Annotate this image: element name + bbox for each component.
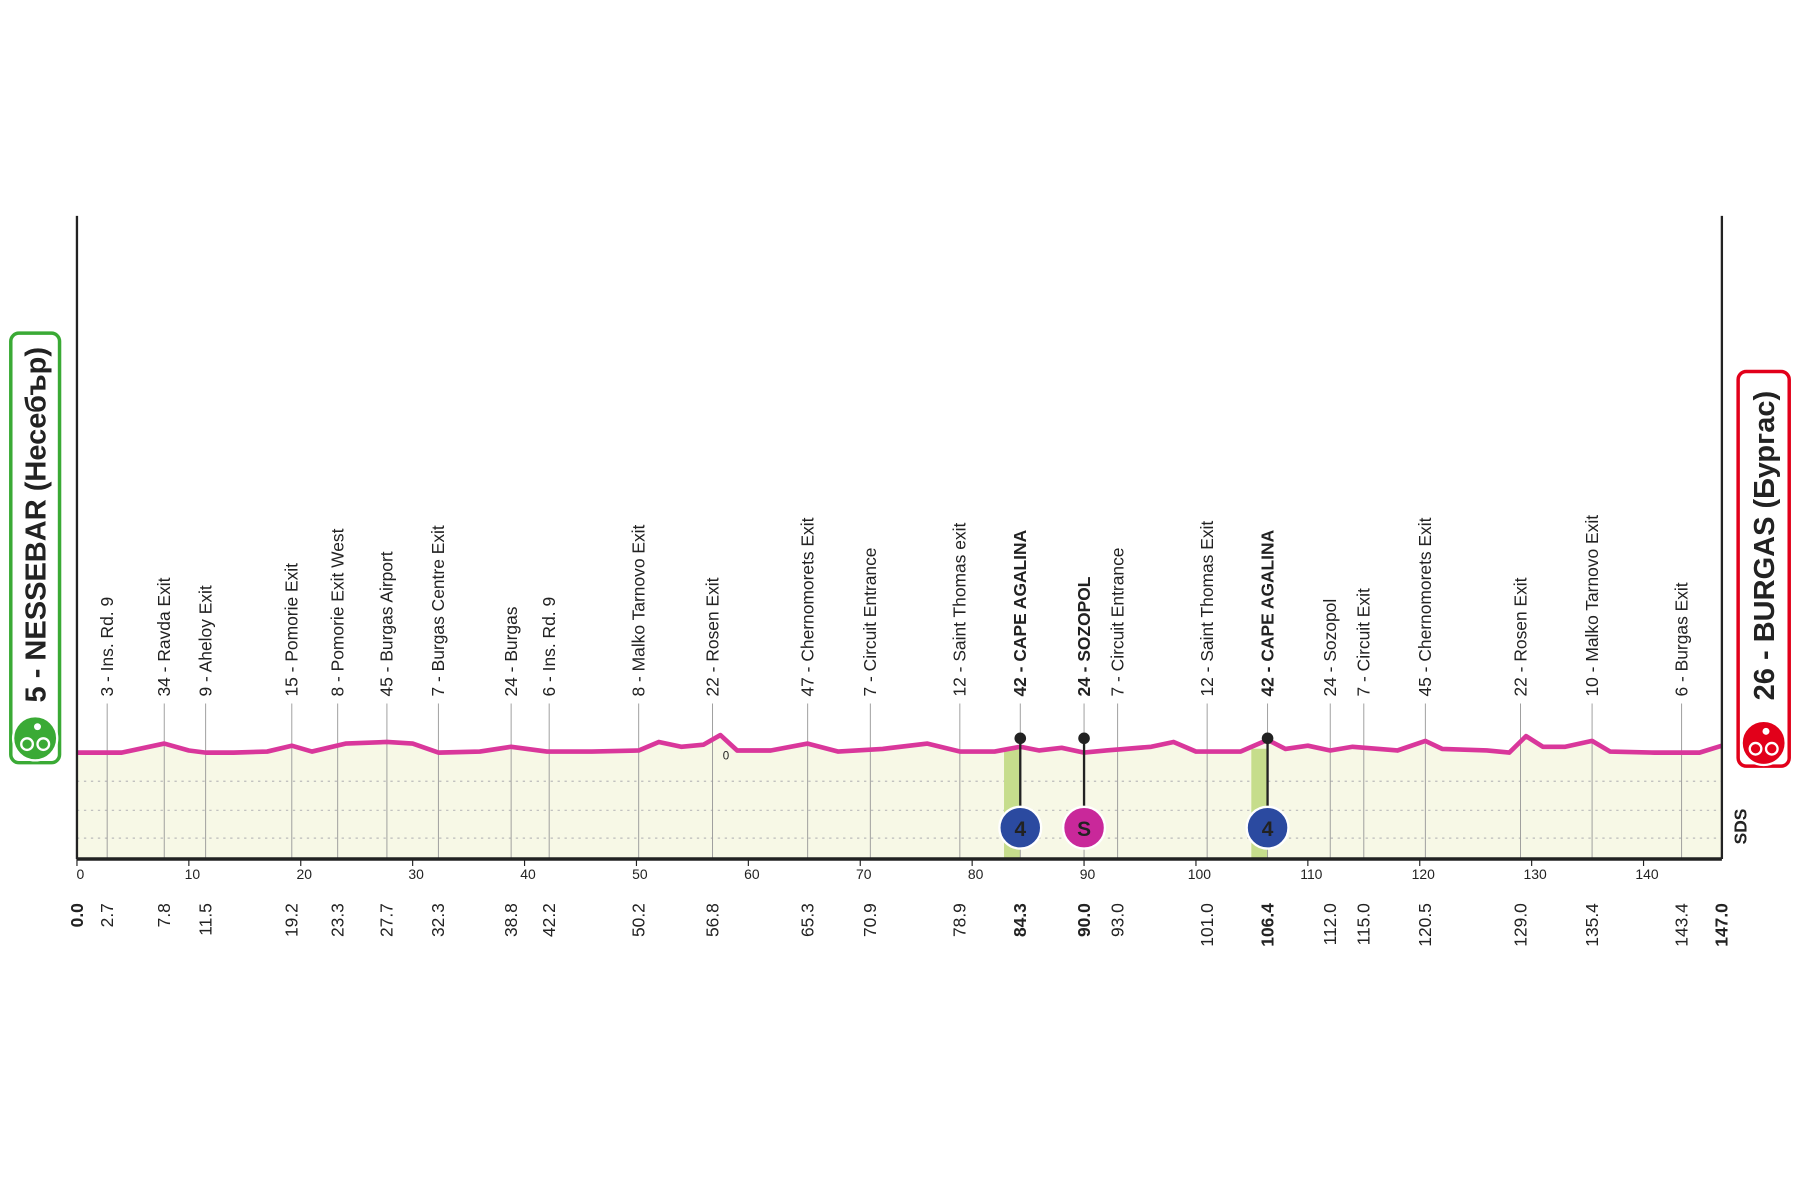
waypoint-km: 135.4 bbox=[1582, 903, 1602, 947]
waypoint-name: 22 - Rosen Exit bbox=[702, 577, 722, 696]
marker-dot bbox=[1078, 732, 1090, 745]
x-tick-label: 100 bbox=[1188, 866, 1211, 882]
waypoint-name: 45 - Burgas Airport bbox=[377, 551, 397, 696]
marker-badge bbox=[1245, 805, 1290, 850]
waypoint-km: 27.7 bbox=[377, 903, 397, 937]
start-label: 5 - NESSEBAR (Несебър) bbox=[21, 347, 53, 703]
x-tick-label: 120 bbox=[1412, 866, 1435, 882]
waypoint-km: 90.0 bbox=[1074, 903, 1094, 937]
x-tick-label: 50 bbox=[632, 866, 648, 882]
x-tick-label: 70 bbox=[856, 866, 872, 882]
waypoint-name: 42 - CAPE AGALINA bbox=[1010, 529, 1030, 696]
waypoint-km: 19.2 bbox=[282, 903, 302, 937]
waypoint-km: 7.8 bbox=[154, 903, 174, 927]
x-tick-label: 10 bbox=[185, 866, 201, 882]
waypoint-name: 47 - Chernomorets Exit bbox=[797, 517, 817, 696]
x-tick-label: 130 bbox=[1524, 866, 1547, 882]
waypoint-name: 7 - Circuit Entrance bbox=[1107, 548, 1127, 697]
waypoint-name: 7 - Burgas Centre Exit bbox=[428, 525, 448, 696]
start-icon bbox=[11, 715, 59, 762]
marker-dot bbox=[1014, 732, 1027, 745]
waypoint-km: 11.5 bbox=[195, 903, 215, 936]
marker-label: 4 bbox=[1014, 818, 1026, 841]
waypoint-km: 56.8 bbox=[702, 903, 722, 937]
marker-badge bbox=[998, 805, 1043, 850]
waypoint-km: 42.2 bbox=[539, 903, 559, 937]
finish-icon-wheel bbox=[1764, 741, 1779, 756]
waypoint-km: 106.4 bbox=[1257, 903, 1277, 947]
waypoint-km: 120.5 bbox=[1415, 903, 1435, 947]
waypoint-name: 12 - Saint Thomas Exit bbox=[1197, 521, 1217, 697]
marker-dot bbox=[1261, 732, 1274, 745]
waypoint-km: 70.9 bbox=[860, 903, 880, 937]
sea-level-label: 0 bbox=[723, 750, 729, 763]
profile-line bbox=[76, 732, 1723, 755]
waypoint-name: 8 - Pomorie Exit West bbox=[327, 528, 347, 696]
finish-icon bbox=[1740, 719, 1787, 767]
x-tick-label: 90 bbox=[1080, 866, 1096, 882]
x-tick-label: 30 bbox=[408, 866, 424, 882]
waypoint-km: 93.0 bbox=[1107, 903, 1127, 937]
start-box bbox=[9, 331, 62, 765]
waypoint-name: 8 - Malko Tarnovo Exit bbox=[628, 524, 648, 696]
waypoint-km: 129.0 bbox=[1510, 903, 1530, 947]
waypoint-km: 50.2 bbox=[628, 903, 648, 937]
waypoint-km: 65.3 bbox=[797, 903, 817, 937]
waypoint-km: 32.3 bbox=[428, 903, 448, 937]
marker-badge bbox=[1061, 805, 1107, 850]
waypoint-km: 143.4 bbox=[1671, 903, 1691, 947]
waypoint-name: 6 - Burgas Exit bbox=[1671, 582, 1691, 696]
x-tick-label: 140 bbox=[1635, 866, 1658, 882]
waypoint-km: 112.0 bbox=[1320, 903, 1340, 945]
waypoint-km: 101.0 bbox=[1197, 903, 1217, 947]
x-tick-label: 80 bbox=[968, 866, 984, 882]
x-tick-label: 20 bbox=[296, 866, 312, 882]
waypoint-km: 23.3 bbox=[327, 903, 347, 937]
x-tick-label: 110 bbox=[1300, 866, 1322, 882]
x-tick-label: 0 bbox=[77, 866, 85, 882]
profile-area bbox=[76, 735, 1722, 860]
x-tick-label: 40 bbox=[520, 866, 536, 882]
finish-icon-wheel bbox=[1748, 741, 1763, 756]
finish-icon-head bbox=[1762, 727, 1770, 735]
marker-label: S bbox=[1077, 818, 1091, 841]
waypoint-km: 0.0 bbox=[67, 903, 87, 927]
waypoint-km: 147.0 bbox=[1712, 903, 1732, 947]
waypoint-name: 3 - Ins. Rd. 9 bbox=[97, 597, 117, 697]
waypoint-name: 10 - Malko Tarnovo Exit bbox=[1582, 515, 1602, 697]
marker-label: 4 bbox=[1262, 818, 1274, 841]
waypoint-name: 7 - Circuit Entrance bbox=[860, 548, 880, 697]
waypoint-km: 115.0 bbox=[1354, 903, 1374, 945]
brand: SDS bbox=[1730, 809, 1750, 845]
waypoint-name: 6 - Ins. Rd. 9 bbox=[539, 597, 559, 697]
start-icon-wheel bbox=[20, 737, 35, 752]
waypoint-km: 84.3 bbox=[1010, 903, 1030, 937]
start-icon-wheel bbox=[36, 737, 51, 752]
waypoint-name: 42 - CAPE AGALINA bbox=[1257, 529, 1277, 696]
waypoint-name: 9 - Aheloy Exit bbox=[195, 585, 215, 696]
waypoint-km: 78.9 bbox=[950, 903, 970, 937]
start-icon-head bbox=[34, 723, 41, 731]
waypoint-name: 15 - Pomorie Exit bbox=[282, 563, 302, 697]
waypoint-km: 38.8 bbox=[501, 903, 521, 937]
waypoint-name: 22 - Rosen Exit bbox=[1510, 577, 1530, 696]
waypoint-name: 12 - Saint Thomas exit bbox=[950, 523, 970, 697]
x-tick-label: 60 bbox=[744, 866, 760, 882]
waypoint-name: 34 - Ravda Exit bbox=[154, 577, 174, 696]
waypoint-name: 24 - SOZOPOL bbox=[1074, 576, 1094, 696]
waypoint-name: 7 - Circuit Exit bbox=[1354, 588, 1374, 696]
finish-label: 26 - BURGAS (Бургас) bbox=[1749, 391, 1781, 701]
waypoint-km: 2.7 bbox=[97, 903, 117, 927]
waypoint-name: 24 - Sozopol bbox=[1320, 599, 1340, 697]
waypoint-name: 45 - Chernomorets Exit bbox=[1415, 517, 1435, 696]
waypoint-name: 24 - Burgas bbox=[501, 606, 521, 696]
